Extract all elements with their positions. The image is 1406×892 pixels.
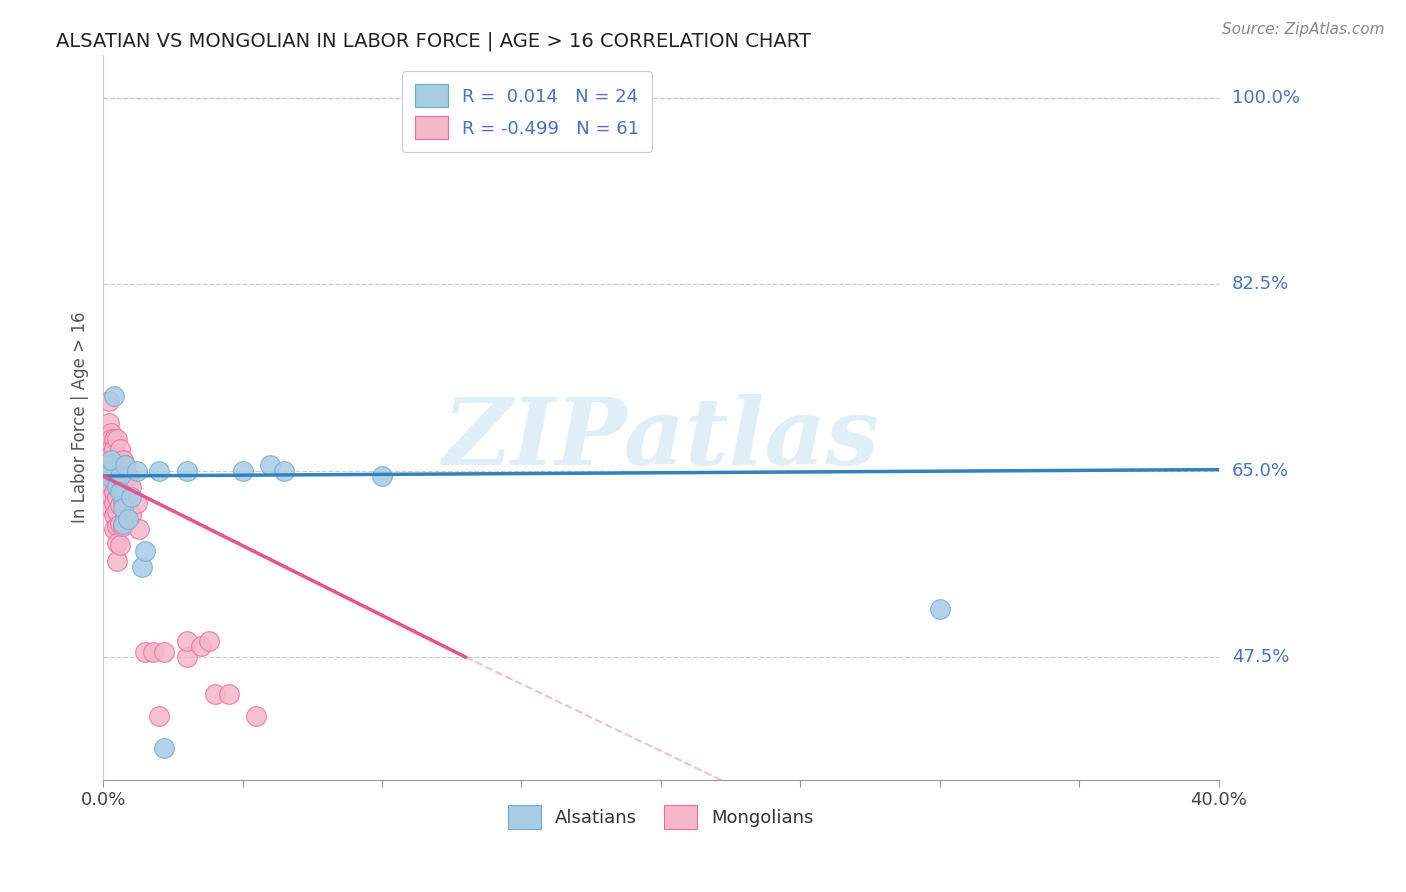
Point [190, 640, 212, 654]
Point [176, 464, 198, 478]
Point [97, 458, 120, 473]
Point [131, 559, 153, 574]
Point [134, 645, 156, 659]
Point [273, 464, 295, 478]
Point [371, 469, 394, 483]
Point [100, 480, 122, 494]
Point [114, 485, 136, 500]
Point [100, 466, 122, 480]
Point [176, 650, 198, 665]
Point [111, 516, 134, 531]
Point [108, 442, 131, 457]
Point [103, 389, 125, 403]
Point [103, 475, 125, 489]
Point [120, 490, 142, 504]
Point [108, 469, 131, 483]
Point [105, 519, 128, 533]
Point [117, 469, 139, 483]
Point [100, 453, 122, 467]
Point [108, 464, 131, 478]
Point [111, 475, 134, 489]
Y-axis label: In Labor Force | Age > 16: In Labor Force | Age > 16 [72, 311, 89, 523]
Point [111, 495, 134, 509]
Point [108, 485, 131, 500]
Point [928, 602, 950, 616]
Point [176, 634, 198, 648]
Point [103, 522, 125, 536]
Point [100, 458, 122, 473]
Point [125, 495, 148, 509]
Point [103, 464, 125, 478]
Point [108, 498, 131, 512]
Point [117, 511, 139, 525]
Point [148, 464, 170, 478]
Point [100, 490, 122, 504]
Point [120, 508, 142, 523]
Point [232, 464, 254, 478]
Point [204, 687, 226, 701]
Point [103, 485, 125, 500]
Point [259, 458, 281, 473]
Point [153, 740, 176, 755]
Text: Source: ZipAtlas.com: Source: ZipAtlas.com [1222, 22, 1385, 37]
Point [108, 480, 131, 494]
Point [97, 469, 120, 483]
Point [100, 432, 122, 446]
Point [100, 426, 122, 441]
Point [105, 490, 128, 504]
Text: 65.0%: 65.0% [1232, 462, 1289, 480]
Point [100, 448, 122, 462]
Point [134, 543, 156, 558]
Point [97, 394, 120, 409]
Point [108, 538, 131, 552]
Point [120, 480, 142, 494]
Point [103, 508, 125, 523]
Point [103, 453, 125, 467]
Point [105, 464, 128, 478]
Legend: Alsatians, Mongolians: Alsatians, Mongolians [501, 798, 821, 836]
Point [245, 708, 267, 723]
Point [148, 708, 170, 723]
Text: 82.5%: 82.5% [1232, 276, 1289, 293]
Point [114, 458, 136, 473]
Point [114, 458, 136, 473]
Text: ZIPatlas: ZIPatlas [443, 394, 879, 484]
Point [105, 554, 128, 568]
Point [108, 516, 131, 531]
Point [105, 476, 128, 491]
Text: 47.5%: 47.5% [1232, 648, 1289, 666]
Text: ALSATIAN VS MONGOLIAN IN LABOR FORCE | AGE > 16 CORRELATION CHART: ALSATIAN VS MONGOLIAN IN LABOR FORCE | A… [56, 31, 811, 51]
Point [105, 453, 128, 467]
Point [100, 442, 122, 457]
Point [103, 432, 125, 446]
Point [105, 536, 128, 550]
Point [105, 504, 128, 518]
Point [111, 500, 134, 515]
Point [103, 495, 125, 509]
Point [105, 480, 128, 494]
Point [153, 645, 176, 659]
Point [111, 519, 134, 533]
Point [100, 453, 122, 467]
Point [125, 464, 148, 478]
Text: 100.0%: 100.0% [1232, 89, 1301, 107]
Point [100, 475, 122, 489]
Point [114, 508, 136, 523]
Point [97, 416, 120, 430]
Point [117, 498, 139, 512]
Point [198, 634, 221, 648]
Point [100, 500, 122, 515]
Point [142, 645, 165, 659]
Point [111, 453, 134, 467]
Point [218, 687, 240, 701]
Point [105, 432, 128, 446]
Point [100, 464, 122, 478]
Point [128, 522, 150, 536]
Point [103, 442, 125, 457]
